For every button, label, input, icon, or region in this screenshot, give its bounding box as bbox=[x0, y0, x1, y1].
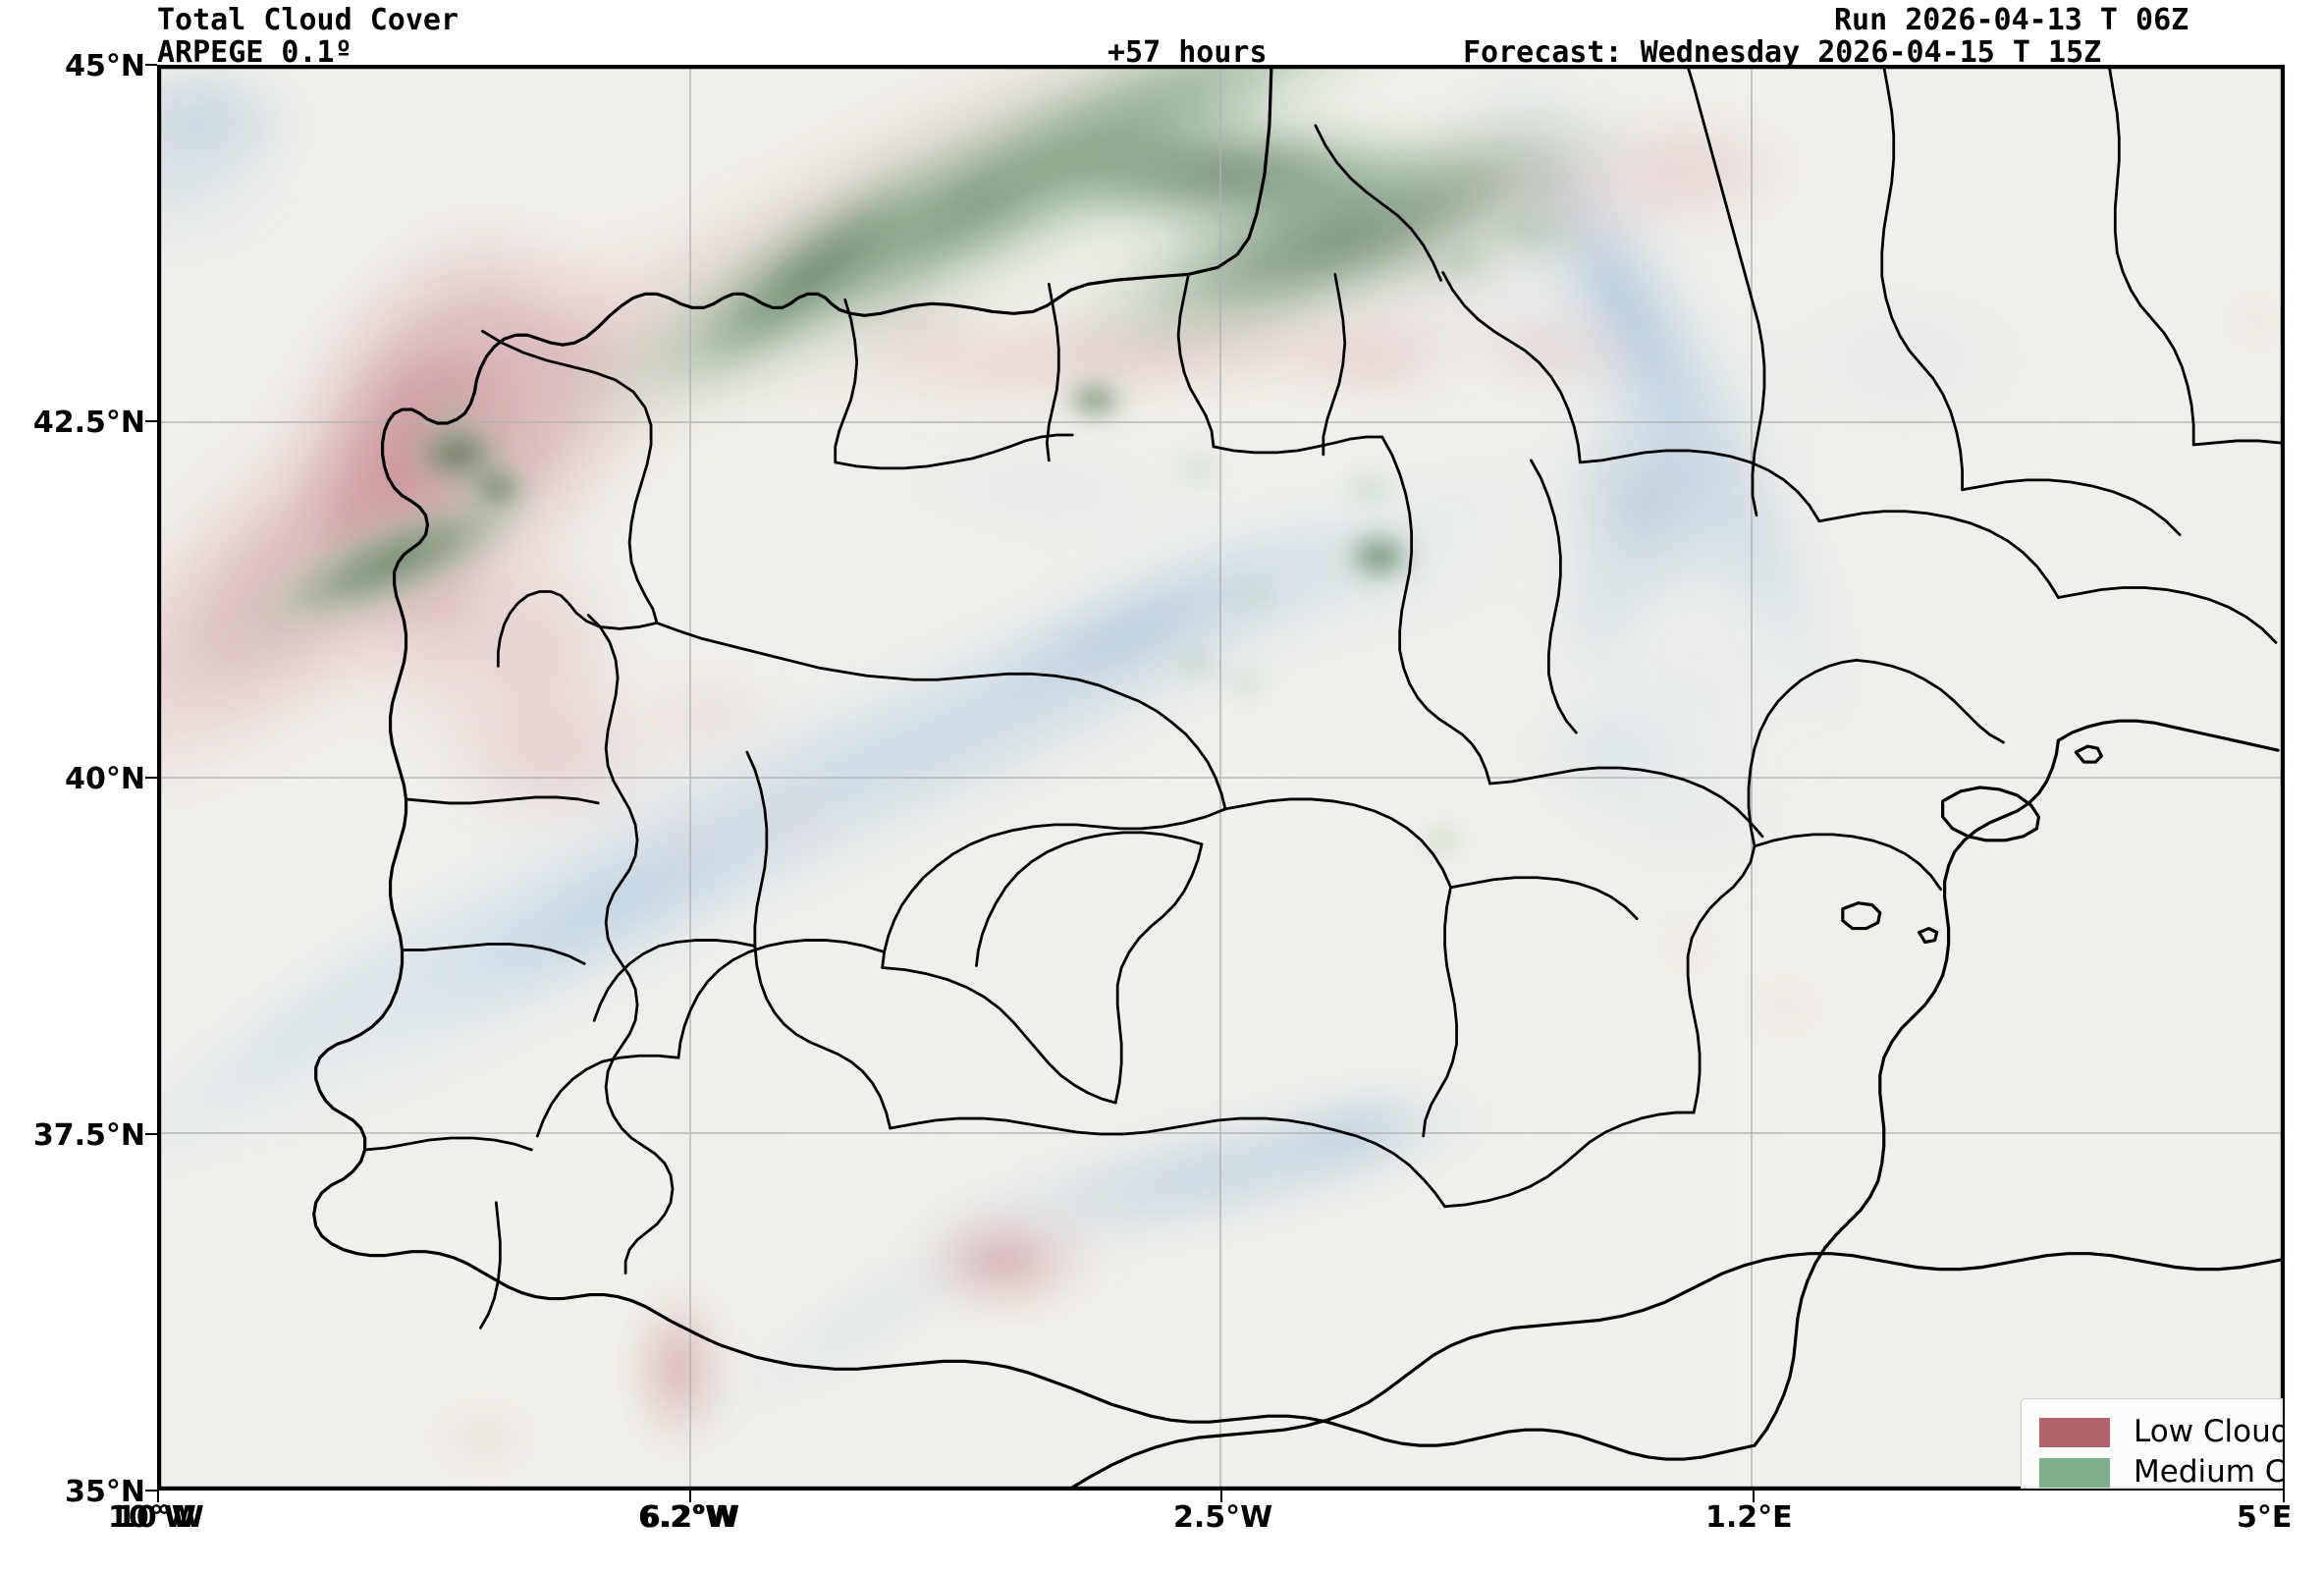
map-legend[interactable]: Low Clouds Medium Clouds High Clouds bbox=[2021, 1398, 2285, 1490]
legend-swatch-low-clouds bbox=[2039, 1417, 2110, 1447]
x-tick-label-3: 2.5°W bbox=[1173, 1500, 1273, 1535]
x-tick-mark bbox=[1220, 1491, 1223, 1502]
x-tick-label-10w: 10°W bbox=[116, 1500, 204, 1535]
forecast-hour-label: +57 hours bbox=[1108, 35, 1268, 70]
x-tick-mark bbox=[157, 1491, 160, 1502]
model-label: ARPEGE 0.1º bbox=[157, 35, 352, 70]
island-menorca bbox=[2074, 744, 2103, 764]
x-tick-mark bbox=[2283, 1491, 2286, 1502]
admin-borders bbox=[363, 67, 2282, 1329]
x-tick-mark bbox=[689, 1491, 692, 1502]
legend-item-low-clouds: Low Clouds bbox=[2039, 1412, 2283, 1452]
x-tick-mark bbox=[1753, 1491, 1756, 1502]
y-tick-mark bbox=[145, 64, 157, 67]
coastline-france-med bbox=[2056, 719, 2280, 752]
map-geography bbox=[312, 67, 2283, 1489]
x-tick-label-5: 5°E bbox=[2237, 1500, 2293, 1535]
y-tick-mark bbox=[145, 1490, 157, 1492]
x-tick-label-2: 6.2°W bbox=[640, 1500, 740, 1535]
coastline-iberia bbox=[312, 67, 1757, 1461]
map-plot-area[interactable]: Low Clouds Medium Clouds High Clouds bbox=[157, 65, 2285, 1491]
y-tick-mark bbox=[145, 777, 157, 780]
island-ibiza bbox=[1841, 901, 1882, 931]
x-tick-label-1: 10°W bbox=[108, 1500, 196, 1535]
y-tick-label-40n: 40°N bbox=[65, 762, 145, 796]
medium-clouds-layer bbox=[202, 67, 1650, 864]
run-label: Run 2026-04-13 T 06Z bbox=[1834, 3, 2189, 37]
x-tick-label-4: 1.2°E bbox=[1705, 1500, 1793, 1535]
y-tick-label-425n: 42.5°N bbox=[32, 406, 145, 440]
island-formentera bbox=[1918, 926, 1939, 945]
y-tick-label-35n: 35°N bbox=[65, 1475, 145, 1509]
coastline-north-africa bbox=[1068, 1252, 2283, 1489]
legend-item-medium-clouds: Medium Clouds bbox=[2039, 1452, 2285, 1490]
map-canvas bbox=[159, 67, 2283, 1489]
y-tick-mark bbox=[145, 1133, 157, 1136]
legend-label-low-clouds: Low Clouds bbox=[2134, 1414, 2283, 1449]
coastline-mediterranean-spain bbox=[1753, 738, 2061, 1447]
y-tick-label-45n: 45°N bbox=[65, 49, 145, 83]
legend-label-medium-clouds: Medium Clouds bbox=[2134, 1454, 2285, 1490]
island-mallorca bbox=[1941, 786, 2041, 842]
y-tick-mark bbox=[145, 420, 157, 423]
legend-swatch-medium-clouds bbox=[2039, 1457, 2110, 1488]
y-tick-label-375n: 37.5°N bbox=[32, 1118, 145, 1153]
high-clouds-layer bbox=[159, 67, 2130, 1462]
map-gridlines bbox=[159, 67, 2283, 1489]
page-title: Total Cloud Cover bbox=[157, 3, 459, 37]
x-tick-label-62w: 6.2°W bbox=[638, 1500, 738, 1535]
forecast-datetime-label: Forecast: Wednesday 2026-04-15 T 15Z bbox=[1463, 35, 2102, 70]
